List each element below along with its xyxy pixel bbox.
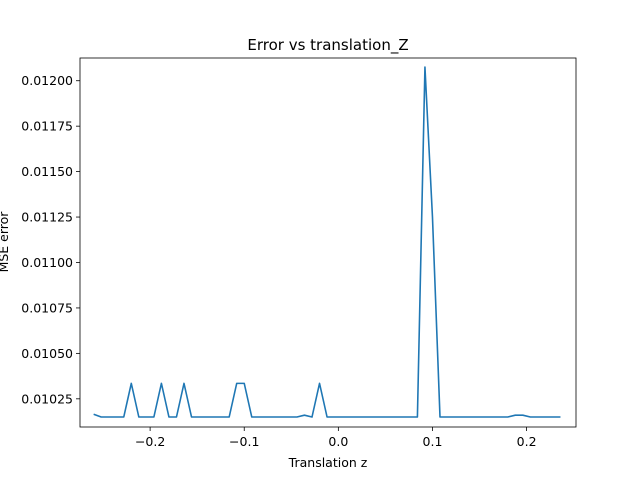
y-tick-label: 0.01025	[21, 391, 73, 406]
y-axis-label: MSE error	[0, 211, 11, 273]
y-tick-label: 0.01200	[21, 73, 73, 88]
series-line	[93, 66, 561, 418]
plot-area	[93, 66, 561, 418]
y-tick-label: 0.01175	[21, 119, 73, 134]
chart-title: Error vs translation_Z	[247, 36, 408, 55]
y-tick-label: 0.01075	[21, 300, 73, 315]
x-axis: −0.2 −0.1 0.0 0.1 0.2	[135, 427, 537, 449]
y-tick-label: 0.01050	[21, 346, 73, 361]
x-tick-label: −0.2	[135, 434, 165, 449]
axes-frame	[79, 57, 577, 428]
x-tick-label: 0.2	[517, 434, 537, 449]
x-axis-label: Translation z	[288, 455, 368, 470]
x-tick-label: 0.0	[328, 434, 348, 449]
y-tick-label: 0.01125	[21, 210, 73, 225]
x-tick-label: 0.1	[423, 434, 443, 449]
x-tick-label: −0.1	[229, 434, 259, 449]
y-tick-label: 0.01150	[21, 164, 73, 179]
y-tick-label: 0.01100	[21, 255, 73, 270]
y-axis: 0.01025 0.01050 0.01075 0.01100 0.01125 0.011…	[21, 73, 80, 406]
